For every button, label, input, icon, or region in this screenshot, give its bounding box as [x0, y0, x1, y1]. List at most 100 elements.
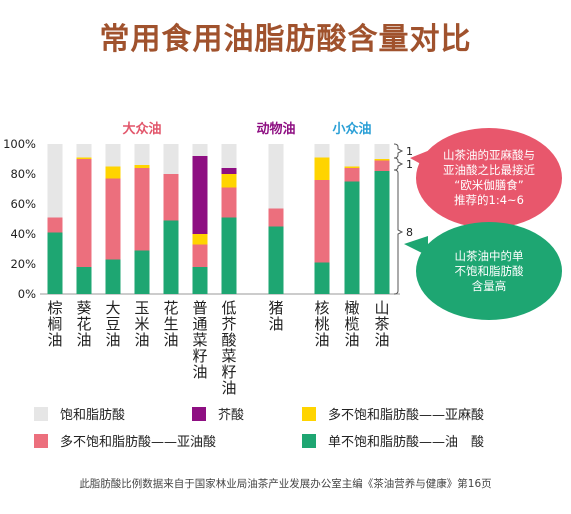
group-label: 小众油	[332, 121, 371, 137]
legend-label: 单不饱和脂肪酸——油 酸	[328, 435, 485, 450]
bar-segment	[374, 160, 390, 171]
bar-segment	[105, 259, 121, 294]
x-category-label-char: 油	[314, 331, 329, 349]
callout-red-line: 推荐的1:4~6	[454, 193, 524, 207]
x-category-label-char: 普	[192, 299, 207, 317]
bar-segment	[134, 144, 150, 165]
legend-label: 饱和脂肪酸	[60, 408, 126, 423]
bar-segment	[221, 187, 237, 218]
x-category-label-char: 油	[76, 331, 91, 349]
ratio-bracket-label: 1	[406, 145, 413, 158]
bar-segment	[76, 144, 92, 158]
callout-red-line: 亚油酸之比最接近	[443, 163, 535, 177]
bar-segment	[105, 144, 121, 167]
x-category-label-char: 榈	[47, 315, 62, 333]
x-category-label-char: 酸	[221, 331, 236, 349]
legend-label: 多不饱和脂肪酸——亚麻酸	[328, 408, 485, 423]
bar-segment	[344, 181, 360, 294]
ratio-bracket	[393, 157, 404, 171]
legend-swatch	[302, 406, 316, 421]
legend-item: 饱和脂肪酸	[34, 404, 125, 423]
y-tick-label: 80%	[10, 167, 36, 181]
y-tick-label: 100%	[3, 137, 36, 151]
legend-label: 多不饱和脂肪酸——亚油酸	[60, 435, 217, 450]
bar-segment	[314, 262, 330, 294]
bar-segment	[268, 226, 284, 294]
legend-item: 芥酸	[192, 404, 244, 423]
callout-red-line: 山茶油的亚麻酸与	[443, 148, 535, 162]
y-tick-label: 40%	[10, 227, 36, 241]
x-category-label-char: 花	[76, 315, 91, 333]
x-category-label-char: 棕	[47, 299, 62, 317]
x-category-label-char: 核	[314, 299, 329, 317]
bar-segment	[192, 156, 208, 234]
x-category-label-char: 籽	[192, 347, 207, 365]
x-category-label-char: 菜	[221, 347, 236, 365]
callout-red-line: “欧米伽膳食”	[454, 178, 524, 192]
x-category-label-char: 大	[105, 299, 120, 317]
bar-segment	[134, 168, 150, 251]
bar-segment	[76, 267, 92, 294]
legend-swatch	[34, 406, 48, 421]
x-category-label-char: 油	[105, 331, 120, 349]
x-category-label-char: 油	[47, 331, 62, 349]
bar-segment	[374, 144, 390, 159]
bar-segment	[47, 144, 63, 218]
bar-segment	[134, 165, 150, 168]
x-category-label-char: 油	[134, 331, 149, 349]
y-tick-label: 60%	[10, 197, 36, 211]
bar-segment	[221, 217, 237, 294]
legend-swatch	[34, 433, 48, 448]
x-category-label-char: 榄	[344, 315, 359, 333]
x-category-label-char: 油	[374, 331, 389, 349]
callout-green-line: 山茶油中的单	[454, 248, 524, 263]
source-note: 此脂肪酸比例数据来自于国家林业局油茶产业发展办公室主编《茶油营养与健康》第16页	[79, 478, 492, 490]
x-category-label-char: 油	[221, 379, 236, 397]
bar-segment	[374, 171, 390, 294]
x-category-label-char: 玉	[134, 299, 149, 317]
x-category-label-char: 油	[163, 331, 178, 349]
legend-item: 多不饱和脂肪酸——亚油酸	[34, 431, 216, 450]
ratio-bracket-label: 8	[406, 226, 413, 239]
x-category-label-char: 油	[344, 331, 359, 349]
legend-swatch	[192, 406, 206, 421]
bar-segment	[47, 217, 63, 233]
bar-segment	[47, 232, 63, 294]
x-category-label-char: 籽	[221, 363, 236, 381]
bar-segment	[105, 166, 121, 179]
callout-green-line: 含量高	[471, 278, 507, 293]
group-label: 大众油	[122, 121, 161, 137]
legend-item: 单不饱和脂肪酸——油 酸	[302, 431, 484, 450]
ratio-bracket	[393, 169, 404, 295]
x-category-label-char: 生	[163, 315, 178, 333]
callout-monounsaturated: 山茶油中的单 不饱和脂肪酸 含量高	[416, 222, 562, 320]
bar-segment	[105, 178, 121, 260]
x-category-label-char: 茶	[374, 315, 389, 333]
bar-segment	[192, 234, 208, 245]
x-category-label-char: 花	[163, 299, 178, 317]
bar-segment	[268, 208, 284, 227]
bar-segment	[344, 166, 360, 168]
x-category-label-char: 猪	[268, 299, 283, 317]
x-category-label-char: 油	[268, 315, 283, 333]
x-category-label-char: 豆	[105, 315, 120, 333]
x-category-label-char: 油	[192, 363, 207, 381]
legend-item: 多不饱和脂肪酸——亚麻酸	[302, 404, 484, 423]
bar-segment	[344, 144, 360, 167]
bar-segment	[76, 157, 92, 159]
x-category-label-char: 葵	[76, 299, 91, 317]
bar-segment	[163, 220, 179, 294]
callout-green-line: 不饱和脂肪酸	[454, 263, 524, 278]
bar-segment	[192, 267, 208, 294]
x-category-label-char: 山	[374, 299, 389, 317]
bar-segment	[76, 159, 92, 267]
y-tick-label: 20%	[10, 257, 36, 271]
x-category-label-char: 通	[192, 315, 207, 333]
bar-segment	[221, 144, 237, 168]
x-category-label-char: 橄	[344, 299, 359, 317]
ratio-bracket-label: 1	[406, 158, 413, 171]
legend-swatch	[302, 433, 316, 448]
bar-segment	[268, 144, 284, 209]
bar-segment	[314, 157, 330, 180]
